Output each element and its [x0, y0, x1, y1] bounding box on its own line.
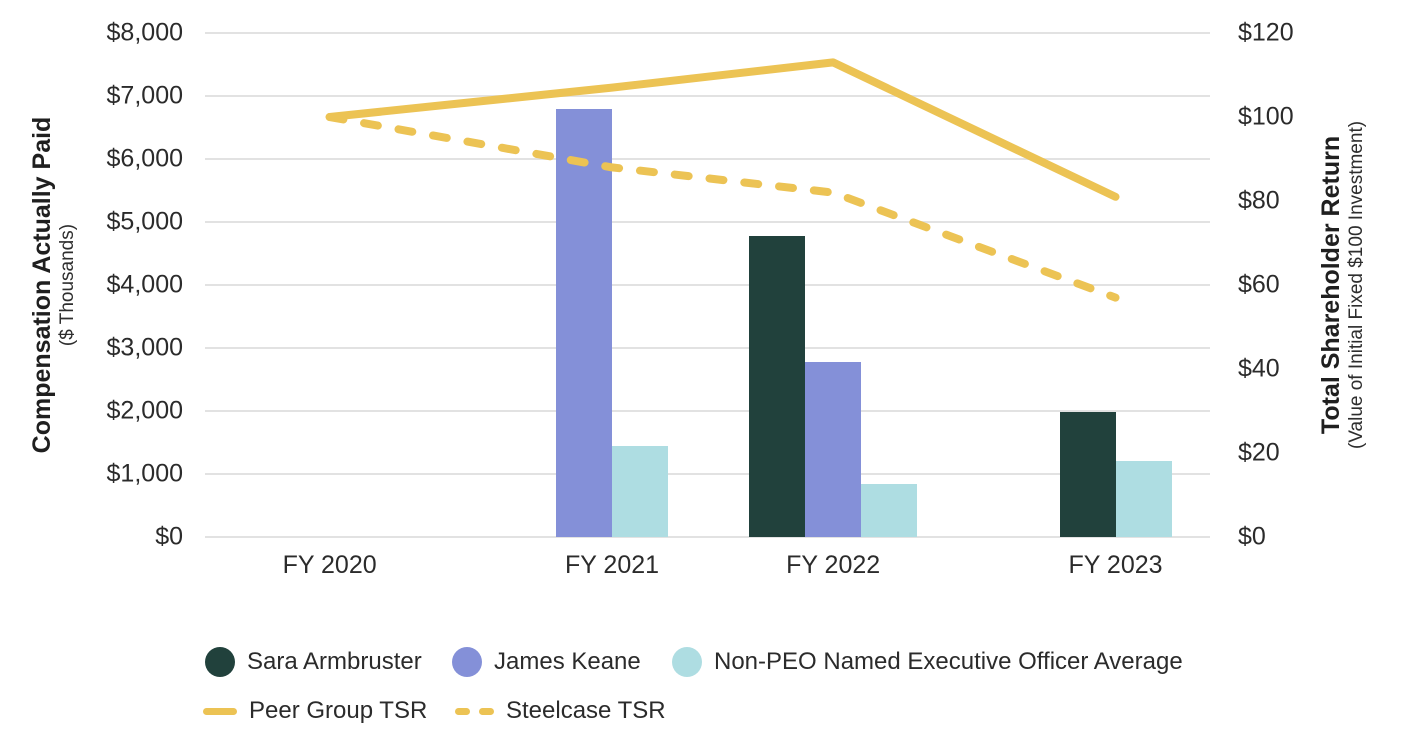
- bar-non-peo-named-executive-officer-average: [612, 446, 669, 537]
- bar-sara-armbruster: [1059, 411, 1116, 537]
- peer-group-tsr-line: [325, 58, 1120, 201]
- right-axis-subtitle: (Value of Initial Fixed $100 Investment): [1345, 120, 1367, 450]
- grid-line: [205, 32, 1210, 34]
- legend-item-sara-armbruster: Sara Armbruster: [205, 647, 422, 677]
- grid-line: [205, 158, 1210, 160]
- legend-item-peer-group-tsr: Peer Group TSR: [203, 697, 427, 725]
- grid-line: [205, 473, 1210, 475]
- bar-non-peo-named-executive-officer-average: [861, 484, 918, 537]
- legend-label: Peer Group TSR: [249, 697, 428, 724]
- right-axis-tick-label: $80: [1238, 186, 1280, 215]
- x-axis-tick-label: FY 2021: [564, 551, 660, 579]
- legend-item-james-keane: James Keane: [452, 647, 641, 677]
- legend-dashed-line-swatch: [455, 707, 494, 715]
- x-axis-tick-label: FY 2020: [282, 551, 377, 579]
- right-axis-title-block: Total Shareholder Return (Value of Initi…: [1317, 121, 1369, 449]
- legend-solid-line-swatch: [203, 707, 237, 715]
- grid-line: [205, 347, 1210, 349]
- left-axis-tick-label: $2,000: [106, 396, 183, 425]
- grid-line: [205, 410, 1210, 412]
- right-axis-tick-label: $20: [1238, 438, 1280, 467]
- grid-line: [205, 95, 1210, 97]
- bar-james-keane: [805, 361, 862, 537]
- right-axis-tick-label: $40: [1238, 354, 1280, 383]
- legend-label: Non-PEO Named Executive Officer Average: [714, 648, 1183, 675]
- right-axis-tick-label: $60: [1238, 270, 1280, 299]
- grid-line: [205, 284, 1210, 286]
- x-axis-tick-label: FY 2022: [786, 551, 881, 579]
- legend-label: Sara Armbruster: [247, 648, 422, 675]
- plot-area: [205, 32, 1210, 538]
- right-axis-tick-label: $0: [1238, 522, 1266, 551]
- left-axis-tick-label: $0: [155, 522, 183, 551]
- right-axis-tick-label: $120: [1238, 18, 1294, 47]
- steelcase-tsr-line: [325, 113, 1120, 302]
- bar-non-peo-named-executive-officer-average: [1115, 460, 1172, 537]
- legend-circle-swatch: [205, 647, 235, 677]
- bar-sara-armbruster: [749, 235, 806, 537]
- legend-circle-swatch: [672, 647, 702, 677]
- grid-layer: [205, 32, 1210, 538]
- left-axis-tick-label: $8,000: [106, 18, 183, 47]
- left-axis-tick-label: $3,000: [106, 333, 183, 362]
- left-axis-tick-label: $5,000: [106, 207, 183, 236]
- grid-line: [205, 221, 1210, 223]
- legend-circle-swatch: [452, 647, 482, 677]
- legend-label: Steelcase TSR: [506, 697, 666, 724]
- legend-item-steelcase-tsr: Steelcase TSR: [455, 697, 666, 725]
- left-axis-tick-label: $1,000: [106, 459, 183, 488]
- bar-james-keane: [556, 108, 613, 537]
- right-axis-tick-label: $100: [1238, 102, 1294, 131]
- left-axis-tick-label: $7,000: [106, 81, 183, 110]
- tsr-lines-layer: [325, 58, 1120, 302]
- left-axis-tick-label: $4,000: [106, 270, 183, 299]
- grid-line: [205, 536, 1210, 538]
- legend-label: James Keane: [494, 648, 641, 675]
- right-axis-title: Total Shareholder Return: [1317, 135, 1346, 435]
- bar-layer: [205, 33, 1210, 537]
- x-axis-tick-label: FY 2023: [1068, 551, 1163, 579]
- left-axis-tick-label: $6,000: [106, 144, 183, 173]
- legend-item-non-peo-named-executive-officer-average: Non-PEO Named Executive Officer Average: [672, 647, 1183, 677]
